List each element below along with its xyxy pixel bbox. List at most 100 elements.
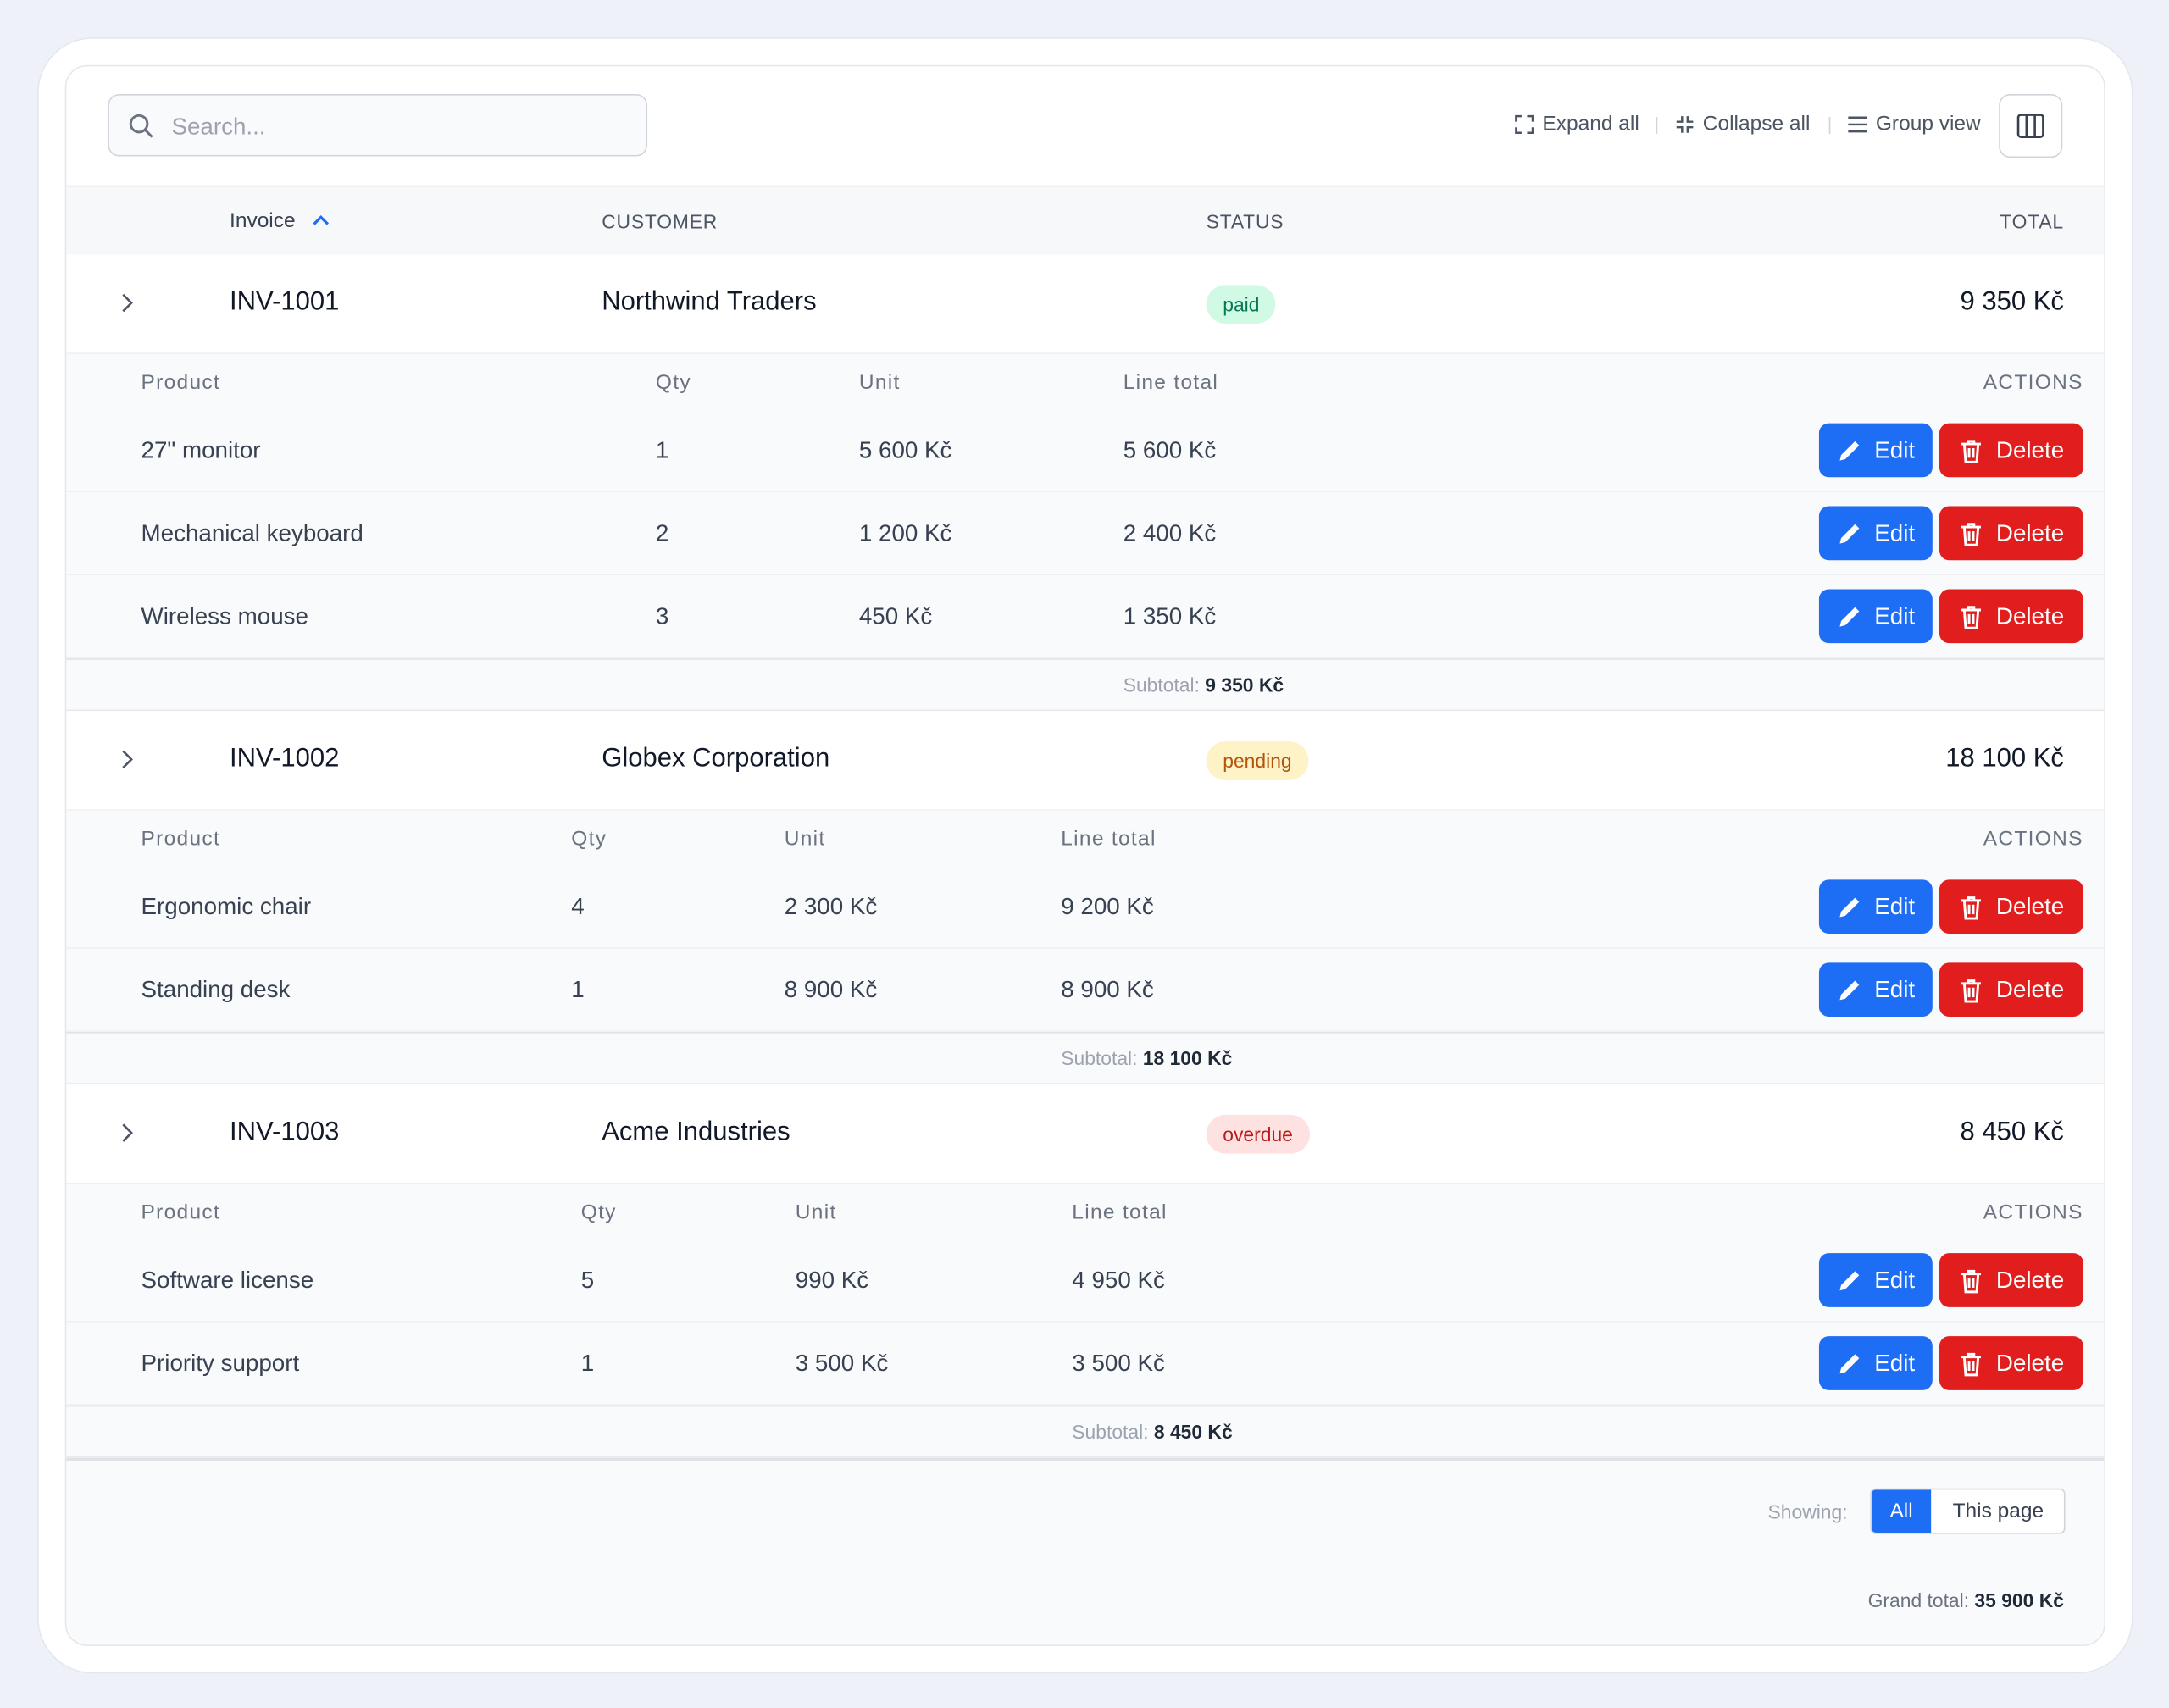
column-header[interactable]: TOTAL xyxy=(2000,210,2064,233)
item-column-header[interactable]: Qty xyxy=(571,827,607,851)
item-cell: 5 xyxy=(580,1267,595,1294)
edit-button[interactable]: Edit xyxy=(1818,962,1933,1017)
item-column-header[interactable]: Line total xyxy=(1072,1201,1168,1224)
item-column-header[interactable]: Unit xyxy=(784,827,826,851)
item-header-row: Product Qty Unit Line total ACTIONS xyxy=(66,810,2105,867)
item-cell: 3 500 Kč xyxy=(1072,1350,1165,1377)
delete-button[interactable]: Delete xyxy=(1939,589,2083,644)
collapse-icon xyxy=(1676,116,1694,133)
separator: | xyxy=(1827,113,1833,135)
item-row: Ergonomic chair 4 2 300 Kč 9 200 Kč Edit Dele… xyxy=(66,866,2105,949)
columns-button[interactable] xyxy=(1999,94,2063,158)
delete-button[interactable]: Delete xyxy=(1939,423,2083,478)
subtotal-value: 8 450 Kč xyxy=(1153,1420,1233,1443)
item-cell: Software license xyxy=(141,1267,314,1294)
expand-chevron[interactable] xyxy=(122,293,135,313)
edit-button[interactable]: Edit xyxy=(1818,423,1933,478)
item-column-header[interactable]: Product xyxy=(141,370,221,395)
delete-button[interactable]: Delete xyxy=(1939,879,2083,934)
item-cell: 3 500 Kč xyxy=(795,1350,889,1377)
edit-button[interactable]: Edit xyxy=(1818,589,1933,644)
delete-label: Delete xyxy=(1995,975,2065,1002)
item-column-header[interactable]: Line total xyxy=(1061,827,1157,851)
expand-chevron[interactable] xyxy=(122,750,135,769)
item-column-header[interactable]: Product xyxy=(141,827,221,851)
item-column-header[interactable]: Product xyxy=(141,1201,221,1224)
delete-icon xyxy=(1961,605,1981,629)
collapse-all[interactable]: Collapse all xyxy=(1702,112,1811,136)
table-footer: Showing: All This page Grand total: 35 9… xyxy=(66,1457,2105,1644)
item-cell: 2 300 Kč xyxy=(784,893,878,920)
invoice-total: 8 450 Kč xyxy=(1960,1117,2064,1147)
option-this-page[interactable]: This page xyxy=(1952,1499,2044,1523)
item-cell: 27" monitor xyxy=(141,436,261,463)
item-cell: Ergonomic chair xyxy=(141,893,312,920)
delete-button[interactable]: Delete xyxy=(1939,1336,2083,1390)
grand-total-value: 35 900 Kč xyxy=(1974,1589,2064,1612)
search-box[interactable]: Search... xyxy=(108,94,648,157)
item-column-header[interactable]: Qty xyxy=(580,1201,617,1224)
group-row: INV-1003 Acme Industries overdue 8 450 Kč xyxy=(66,1084,2105,1184)
status-badge: pending xyxy=(1206,741,1309,780)
item-row: Software license 5 990 Kč 4 950 Kč Edit Delet… xyxy=(66,1239,2105,1323)
group-view[interactable]: Group view xyxy=(1875,112,1981,136)
sort-asc-icon xyxy=(313,215,330,225)
column-header[interactable]: CUSTOMER xyxy=(602,210,718,233)
item-column-header: ACTIONS xyxy=(1983,1201,2083,1224)
group-row: INV-1002 Globex Corporation pending 18 100 … xyxy=(66,711,2105,811)
item-row: Mechanical keyboard 2 1 200 Kč 2 400 Kč Edit… xyxy=(66,492,2105,576)
item-cell: 990 Kč xyxy=(795,1267,869,1294)
item-cell: Mechanical keyboard xyxy=(141,519,363,546)
item-column-header[interactable]: Line total xyxy=(1123,370,1219,395)
item-cell: 1 200 Kč xyxy=(858,519,952,546)
customer: Globex Corporation xyxy=(602,744,830,774)
grand-total-label: Grand total: xyxy=(1867,1589,1970,1612)
item-header-row: Product Qty Unit Line total ACTIONS xyxy=(66,1184,2105,1239)
invoice-id: INV-1003 xyxy=(230,1117,340,1147)
edit-button[interactable]: Edit xyxy=(1818,879,1933,934)
search-placeholder: Search... xyxy=(171,113,266,140)
edit-button[interactable]: Edit xyxy=(1818,1336,1933,1390)
invoice-total: 9 350 Kč xyxy=(1960,287,2064,317)
edit-button[interactable]: Edit xyxy=(1818,506,1933,561)
delete-button[interactable]: Delete xyxy=(1939,962,2083,1017)
delete-label: Delete xyxy=(1995,892,2065,919)
subtotal-label: Subtotal: xyxy=(1072,1420,1149,1443)
option-all[interactable]: All xyxy=(1871,1489,1932,1533)
item-cell: 8 900 Kč xyxy=(784,976,878,1003)
expand-chevron[interactable] xyxy=(122,1123,135,1143)
delete-button[interactable]: Delete xyxy=(1939,506,2083,561)
customer: Acme Industries xyxy=(602,1117,790,1147)
expand-all[interactable]: Expand all xyxy=(1542,112,1639,136)
delete-icon xyxy=(1961,522,1981,546)
item-column-header[interactable]: Qty xyxy=(655,370,691,395)
item-cell: 9 200 Kč xyxy=(1061,893,1154,920)
delete-label: Delete xyxy=(1995,1349,2065,1376)
item-cell: Priority support xyxy=(141,1350,300,1377)
delete-icon xyxy=(1961,979,1981,1002)
table-panel: Search... Expand all | Collapse all | Gr… xyxy=(64,64,2105,1646)
expand-icon xyxy=(1515,114,1534,134)
item-row: Standing desk 1 8 900 Kč 8 900 Kč Edit Delete xyxy=(66,948,2105,1032)
item-column-header[interactable]: Unit xyxy=(795,1201,837,1224)
delete-button[interactable]: Delete xyxy=(1939,1253,2083,1307)
delete-icon xyxy=(1961,896,1981,919)
column-header[interactable]: STATUS xyxy=(1206,210,1284,233)
separator: | xyxy=(1654,113,1660,135)
delete-label: Delete xyxy=(1995,519,2065,546)
subtotal-value: 9 350 Kč xyxy=(1205,674,1284,696)
edit-label: Edit xyxy=(1874,1349,1916,1376)
item-cell: 4 950 Kč xyxy=(1072,1267,1165,1294)
item-column-header: ACTIONS xyxy=(1983,827,2083,851)
toolbar: Search... Expand all | Collapse all | Gr… xyxy=(66,66,2104,185)
item-column-header[interactable]: Unit xyxy=(858,370,901,395)
column-header[interactable]: Invoice xyxy=(230,208,296,233)
item-cell: 5 600 Kč xyxy=(858,436,952,463)
subtotal-row: Subtotal: 9 350 Kč xyxy=(66,658,2105,712)
item-cell: 1 xyxy=(580,1350,595,1377)
edit-label: Edit xyxy=(1874,975,1916,1002)
edit-button[interactable]: Edit xyxy=(1818,1253,1933,1307)
status-badge: overdue xyxy=(1206,1114,1310,1154)
edit-label: Edit xyxy=(1874,436,1916,463)
